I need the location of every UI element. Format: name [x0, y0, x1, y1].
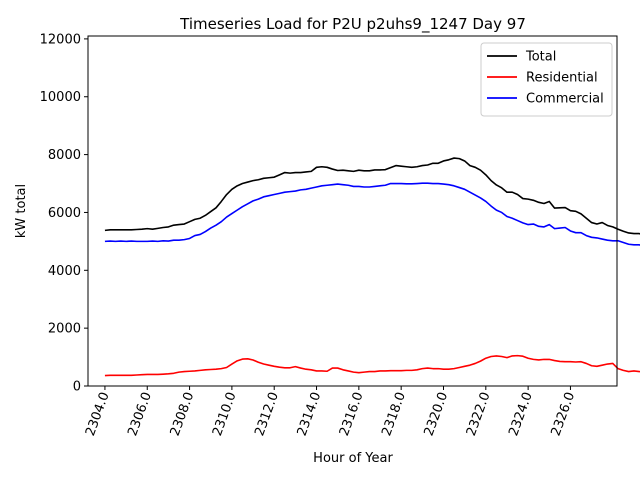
y-tick-label: 8000	[48, 148, 81, 163]
y-tick-label: 4000	[48, 264, 81, 279]
series-line-commercial	[104, 182, 640, 246]
y-tick-label: 10000	[40, 90, 81, 105]
legend-label-residential: Residential	[526, 71, 598, 86]
y-tick-label: 0	[73, 380, 81, 395]
legend-label-commercial: Commercial	[526, 92, 604, 107]
y-tick-label: 2000	[48, 322, 81, 337]
series-line-residential	[104, 354, 640, 377]
plot-frame	[87, 35, 618, 387]
chart-title: Timeseries Load for P2U p2uhs9_1247 Day …	[179, 15, 526, 34]
y-tick-label: 6000	[48, 206, 81, 221]
series-line-total	[104, 157, 640, 235]
x-axis-title: Hour of Year	[313, 451, 393, 466]
y-axis-title: kW total	[14, 184, 29, 238]
y-axis: 0 2000 4000 6000 8000 10000 12000	[40, 32, 88, 395]
legend-label-total: Total	[525, 50, 556, 65]
plot-lines	[104, 157, 640, 377]
legend: Total Residential Commercial	[480, 42, 613, 117]
y-tick-label: 12000	[40, 32, 81, 47]
